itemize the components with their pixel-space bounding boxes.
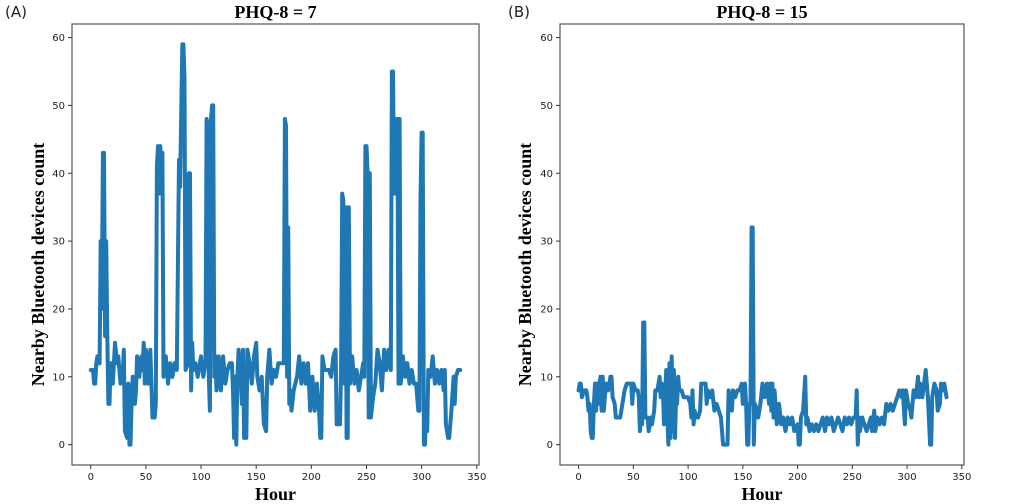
y-tick-label: 60 bbox=[52, 33, 65, 44]
panel-label: (B) bbox=[508, 3, 530, 21]
y-tick-label: 20 bbox=[540, 304, 553, 315]
y-axis-label: Nearby Bluetooth devices count bbox=[28, 143, 48, 386]
y-tick-label: 0 bbox=[547, 440, 553, 451]
x-tick-label: 350 bbox=[467, 472, 486, 483]
chart-title: PHQ-8 = 15 bbox=[716, 2, 807, 22]
x-tick-label: 250 bbox=[357, 472, 376, 483]
y-tick-label: 50 bbox=[52, 101, 65, 112]
chart-panel-a: 0 50 100 150 200 250 300 350 0 10 20 30 40 50 60 PHQ-8 … bbox=[5, 2, 486, 504]
y-tick-label: 50 bbox=[540, 101, 553, 112]
y-tick-label: 40 bbox=[540, 169, 553, 180]
x-axis-label: Hour bbox=[741, 484, 782, 504]
x-tick-label: 150 bbox=[247, 472, 266, 483]
x-tick-label: 200 bbox=[302, 472, 321, 483]
y-tick-label: 10 bbox=[540, 372, 553, 383]
plot-area bbox=[559, 23, 965, 466]
x-tick-label: 0 bbox=[575, 472, 581, 483]
y-tick-label: 0 bbox=[59, 440, 65, 451]
x-tick-label: 0 bbox=[88, 472, 94, 483]
chart-panel-b: 0 50 100 150 200 250 300 350 0 10 20 30 40 50 60 PHQ-8 … bbox=[508, 2, 971, 504]
series-line bbox=[576, 225, 949, 447]
x-axis-label: Hour bbox=[255, 484, 296, 504]
y-tick-label: 40 bbox=[52, 169, 65, 180]
plot-area bbox=[71, 23, 480, 466]
y-tick-label: 60 bbox=[540, 33, 553, 44]
y-tick-label: 30 bbox=[540, 237, 553, 248]
x-tick-label: 300 bbox=[898, 472, 917, 483]
y-tick-label: 30 bbox=[52, 237, 65, 248]
x-tick-label: 100 bbox=[679, 472, 698, 483]
series-line bbox=[88, 42, 463, 447]
x-tick-label: 50 bbox=[627, 472, 640, 483]
x-tick-label: 300 bbox=[412, 472, 431, 483]
panel-label: (A) bbox=[5, 3, 27, 21]
x-tick-label: 250 bbox=[843, 472, 862, 483]
x-tick-label: 150 bbox=[733, 472, 752, 483]
chart-title: PHQ-8 = 7 bbox=[234, 2, 316, 22]
x-tick-label: 200 bbox=[788, 472, 807, 483]
y-tick-label: 10 bbox=[52, 372, 65, 383]
x-tick-label: 100 bbox=[192, 472, 211, 483]
x-tick-label: 350 bbox=[952, 472, 971, 483]
y-tick-label: 20 bbox=[52, 304, 65, 315]
x-tick-label: 50 bbox=[140, 472, 153, 483]
y-axis-label: Nearby Bluetooth devices count bbox=[515, 143, 535, 386]
